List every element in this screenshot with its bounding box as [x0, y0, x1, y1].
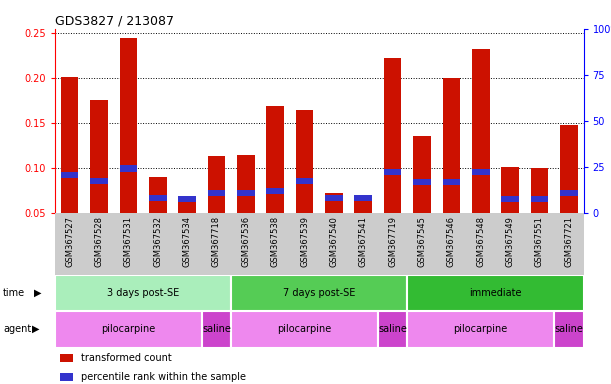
Text: GSM367551: GSM367551: [535, 216, 544, 267]
Text: pilocarpine: pilocarpine: [277, 324, 332, 334]
Text: GSM367539: GSM367539: [300, 216, 309, 267]
Bar: [384, 58, 401, 213]
Text: GSM367540: GSM367540: [329, 216, 338, 267]
Bar: [554, 311, 584, 348]
Text: GDS3827 / 213087: GDS3827 / 213087: [55, 15, 174, 28]
Bar: [178, 202, 196, 213]
Bar: [530, 196, 548, 202]
Text: pilocarpine: pilocarpine: [101, 324, 156, 334]
Bar: [178, 196, 196, 202]
Bar: [202, 311, 231, 348]
Bar: [120, 38, 137, 213]
Bar: [55, 275, 231, 311]
Text: GSM367721: GSM367721: [565, 216, 573, 267]
Bar: [231, 311, 378, 348]
Bar: [208, 190, 225, 196]
Text: GSM367545: GSM367545: [417, 216, 426, 267]
Text: saline: saline: [202, 324, 231, 334]
Text: ▶: ▶: [34, 288, 41, 298]
Bar: [413, 179, 431, 185]
Bar: [325, 195, 343, 202]
Bar: [472, 50, 489, 213]
Bar: [530, 168, 548, 213]
Bar: [472, 169, 489, 175]
Bar: [266, 188, 284, 194]
Bar: [237, 190, 255, 196]
Text: pilocarpine: pilocarpine: [453, 324, 508, 334]
Text: transformed count: transformed count: [81, 353, 172, 363]
Text: time: time: [3, 288, 25, 298]
Bar: [384, 169, 401, 175]
Text: GSM367549: GSM367549: [505, 216, 514, 267]
Bar: [237, 155, 255, 213]
Text: GSM367546: GSM367546: [447, 216, 456, 267]
Bar: [325, 193, 343, 213]
Text: GSM367527: GSM367527: [65, 216, 74, 267]
Bar: [442, 78, 460, 213]
Bar: [560, 125, 577, 213]
Bar: [354, 195, 372, 213]
Bar: [61, 172, 78, 178]
Text: ▶: ▶: [32, 324, 39, 334]
Bar: [60, 372, 73, 381]
Bar: [413, 136, 431, 213]
Bar: [149, 195, 167, 202]
Text: GSM367528: GSM367528: [95, 216, 103, 267]
Text: saline: saline: [378, 324, 407, 334]
Text: GSM367538: GSM367538: [271, 216, 280, 267]
Text: GSM367532: GSM367532: [153, 216, 163, 267]
Bar: [61, 77, 78, 213]
Bar: [354, 195, 372, 202]
Bar: [408, 275, 584, 311]
Bar: [60, 354, 73, 362]
Bar: [378, 311, 408, 348]
Bar: [90, 178, 108, 184]
Text: 3 days post-SE: 3 days post-SE: [107, 288, 179, 298]
Text: GSM367718: GSM367718: [212, 216, 221, 267]
Bar: [231, 275, 408, 311]
Bar: [296, 110, 313, 213]
Bar: [208, 156, 225, 213]
Bar: [408, 311, 554, 348]
Bar: [560, 190, 577, 196]
Text: GSM367534: GSM367534: [183, 216, 192, 267]
Bar: [501, 196, 519, 202]
Text: agent: agent: [3, 324, 31, 334]
Bar: [266, 106, 284, 213]
Text: GSM367541: GSM367541: [359, 216, 368, 267]
Bar: [120, 166, 137, 172]
Text: GSM367548: GSM367548: [476, 216, 485, 267]
Text: percentile rank within the sample: percentile rank within the sample: [81, 372, 246, 382]
Text: GSM367536: GSM367536: [241, 216, 251, 267]
Text: GSM367531: GSM367531: [124, 216, 133, 267]
Text: GSM367719: GSM367719: [388, 216, 397, 267]
Bar: [442, 179, 460, 185]
Bar: [55, 311, 202, 348]
Bar: [149, 177, 167, 213]
Bar: [90, 100, 108, 213]
Bar: [501, 167, 519, 213]
Text: immediate: immediate: [469, 288, 522, 298]
Text: 7 days post-SE: 7 days post-SE: [283, 288, 356, 298]
Text: saline: saline: [554, 324, 584, 334]
Bar: [296, 178, 313, 184]
